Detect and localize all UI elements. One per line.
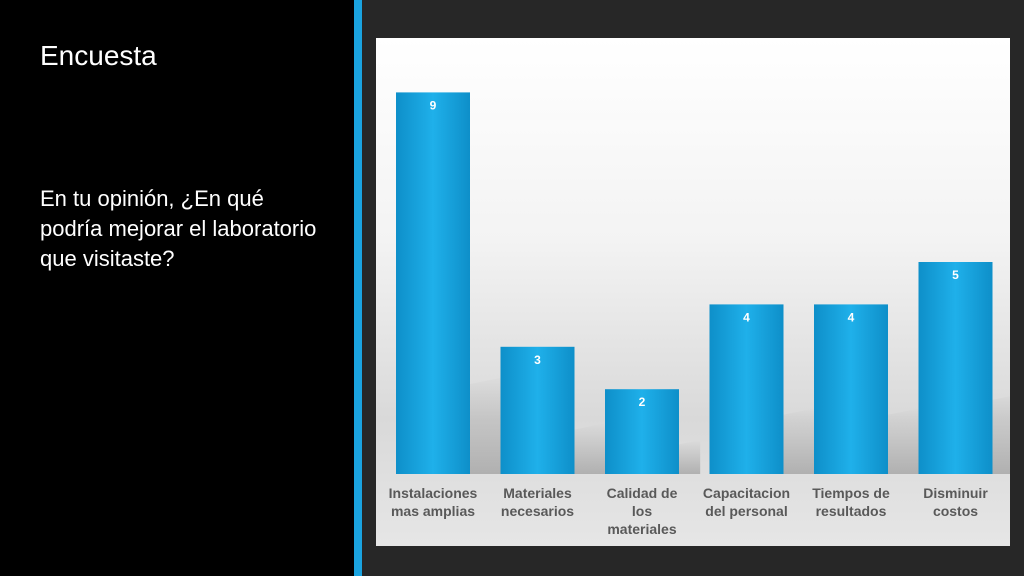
bar-value-label: 5	[952, 268, 959, 282]
category-label: Tiempos de resultados	[812, 485, 890, 519]
slide-title: Encuesta	[40, 40, 157, 71]
bar-value-label: 9	[430, 98, 437, 112]
category-label: Disminuir costos	[923, 485, 988, 519]
bar	[500, 346, 575, 474]
accent-divider	[354, 0, 362, 576]
bar-chart: 9 3 2 4 4 5 Instalaciones mas amplias Materiale…	[389, 92, 1010, 537]
bar-value-label: 2	[639, 395, 646, 409]
bar	[605, 389, 679, 474]
survey-question: En tu opinión, ¿En qué podría mejorar el…	[40, 186, 317, 271]
category-labels: Instalaciones mas amplias Materiales necesa…	[389, 485, 989, 537]
bar-shadow	[574, 423, 607, 474]
value-labels: 9 3 2 4 4 5	[430, 98, 960, 409]
bar-value-label: 3	[534, 353, 541, 367]
bar-shadow	[679, 440, 701, 474]
bars	[396, 92, 993, 475]
left-panel: Encuesta En tu opinión, ¿En qué podría m…	[0, 0, 354, 576]
bar	[918, 262, 993, 474]
category-label: Materiales necesarios	[501, 485, 574, 519]
category-label: Capacitacion del personal	[703, 485, 790, 519]
bar	[709, 304, 784, 474]
category-label: Calidad de los materiales	[607, 485, 678, 537]
category-label: Instalaciones mas amplias	[389, 485, 478, 519]
bar	[814, 304, 888, 474]
bar-value-label: 4	[743, 310, 750, 324]
bar-shadow	[992, 396, 1010, 474]
bar	[396, 92, 470, 475]
bar-value-label: 4	[848, 310, 855, 324]
bar-chart-card: 9 3 2 4 4 5 Instalaciones mas amplias Materiale…	[376, 38, 1010, 546]
